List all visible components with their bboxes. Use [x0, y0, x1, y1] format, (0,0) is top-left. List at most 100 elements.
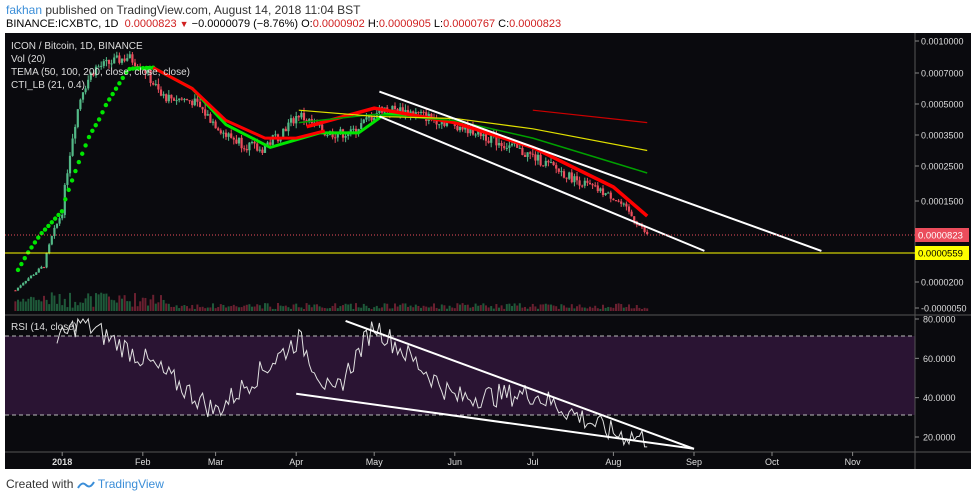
- volume-bar: [284, 305, 287, 311]
- cti-dot: [96, 117, 102, 122]
- candle-body: [292, 118, 295, 124]
- candle-body: [638, 224, 641, 226]
- volume-bar: [290, 308, 292, 311]
- rsi-wedge-trendline[interactable]: [296, 392, 695, 450]
- volume-bar: [141, 297, 144, 311]
- volume-bar: [102, 293, 105, 311]
- candle-body: [198, 101, 202, 108]
- volume-bar: [53, 295, 56, 311]
- cti-dot: [52, 216, 58, 221]
- cti-dot: [110, 91, 115, 97]
- legend-tema[interactable]: TEMA (50, 100, 200, close, close, close): [11, 67, 190, 78]
- volume-bar: [368, 308, 370, 311]
- candle-body: [66, 173, 69, 185]
- last-price-tag-text: 0.0000823: [918, 231, 963, 242]
- candle-body: [79, 99, 82, 110]
- volume-bar: [381, 307, 383, 311]
- volume-bar: [266, 303, 269, 311]
- volume-bar: [209, 307, 212, 311]
- volume-bar: [329, 308, 331, 311]
- time-tick-label: May: [366, 457, 384, 467]
- candle-body: [16, 287, 20, 291]
- cti-dot: [103, 102, 109, 108]
- volume-bar: [414, 304, 417, 311]
- volume-bar: [440, 304, 443, 311]
- volume-bar: [131, 306, 134, 311]
- candle-body: [458, 126, 462, 131]
- volume-bar: [355, 303, 357, 311]
- cti-dot: [100, 110, 105, 115]
- candle-body: [510, 143, 514, 146]
- candle-body: [588, 182, 592, 185]
- rsi-band: [5, 336, 915, 415]
- volume-bar: [435, 307, 438, 311]
- volume-bar: [69, 292, 71, 311]
- price-change: −0.0000079 (−8.76%): [191, 18, 299, 30]
- candle-body: [107, 59, 111, 64]
- candle-body: [417, 112, 420, 114]
- rsi-wedge-trendline[interactable]: [345, 320, 695, 450]
- volume-bar: [152, 294, 155, 311]
- volume-bar: [178, 308, 181, 311]
- volume-bar: [391, 308, 394, 311]
- legend-vol[interactable]: Vol (20): [11, 54, 45, 65]
- volume-bar: [378, 308, 381, 311]
- candle-body: [521, 147, 524, 155]
- candle-body: [523, 154, 527, 157]
- candle-body: [435, 119, 438, 125]
- candle-body: [128, 54, 131, 59]
- volume-bar: [594, 305, 597, 311]
- volume-bar: [446, 308, 448, 311]
- volume-bar: [578, 304, 581, 311]
- volume-bar: [204, 308, 207, 311]
- volume-bar: [92, 306, 95, 311]
- candle-body: [362, 119, 365, 124]
- candle-body: [115, 55, 118, 58]
- price-tick-label: 0.0002500: [921, 162, 964, 172]
- candle-body: [500, 143, 503, 147]
- candle-body: [516, 143, 519, 148]
- volume-bar: [503, 308, 506, 311]
- cti-dot: [107, 97, 112, 102]
- candle-body: [295, 116, 298, 124]
- cti-dot: [86, 134, 92, 140]
- volume-bar: [560, 304, 563, 311]
- tradingview-link[interactable]: TradingView: [97, 477, 164, 491]
- candle-body: [357, 129, 360, 133]
- legend-rsi[interactable]: RSI (14, close): [11, 322, 77, 333]
- volume-bar: [157, 302, 160, 311]
- candle-body: [575, 176, 579, 181]
- price-tick-label: -0.0000050: [921, 304, 967, 314]
- channel-trendline[interactable]: [379, 90, 822, 252]
- candle-body: [513, 143, 516, 145]
- cti-dot: [83, 143, 88, 148]
- volume-bar: [485, 305, 487, 311]
- legend-cti[interactable]: CTI_LB (21, 0.4): [11, 80, 85, 91]
- volume-bar: [199, 307, 201, 311]
- channel-trendline[interactable]: [379, 115, 705, 252]
- candle-body: [133, 62, 137, 67]
- candle-body: [445, 122, 449, 126]
- candle-body: [185, 99, 189, 101]
- candle-body: [188, 100, 191, 102]
- volume-bar: [105, 293, 108, 311]
- candle-body: [29, 275, 33, 279]
- author-link[interactable]: fakhan: [6, 3, 43, 17]
- cti-dot: [46, 223, 51, 229]
- candle-body: [422, 111, 425, 113]
- cti-dot: [49, 220, 54, 225]
- volume-bar: [251, 306, 253, 311]
- volume-bar: [599, 308, 602, 311]
- volume-bar: [219, 304, 222, 311]
- chart-frame: 0.0010000 0.0007000 0.0005000 0.0003500 0.00…: [5, 33, 971, 469]
- volume-bar: [604, 307, 607, 311]
- candle-body: [596, 185, 599, 192]
- candle-body: [224, 132, 228, 137]
- last-price: 0.0000823: [124, 18, 177, 30]
- candle-body: [391, 105, 394, 113]
- volume-bar: [292, 304, 295, 311]
- candle-body: [565, 177, 568, 179]
- candle-body: [245, 149, 248, 151]
- candle-body: [586, 180, 589, 183]
- volume-bar: [45, 299, 48, 311]
